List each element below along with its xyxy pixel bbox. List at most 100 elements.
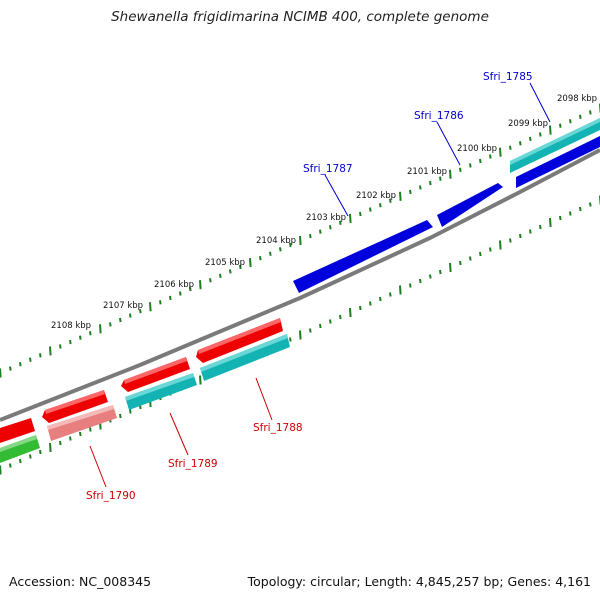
gene-arrow-sfri-1786[interactable] <box>437 183 503 227</box>
scale-label: 2107 kbp <box>103 301 143 311</box>
gene-arrow-sfri-1789[interactable] <box>125 373 197 410</box>
minor-tick <box>519 141 522 146</box>
minor-tick <box>559 215 562 221</box>
minor-tick <box>109 322 112 327</box>
gene-arrow-sfri-1788[interactable] <box>200 334 290 381</box>
minor-tick <box>539 132 542 137</box>
gene-arrow-sfri-1786a[interactable] <box>516 136 600 188</box>
minor-tick <box>19 362 22 367</box>
minor-tick <box>319 323 322 329</box>
genome-backbone <box>0 148 600 422</box>
minor-tick <box>369 301 372 306</box>
minor-tick <box>479 251 482 257</box>
map-title: Shewanella frigidimarina NCIMB 400, comp… <box>111 9 489 25</box>
major-tick <box>499 147 502 157</box>
major-tick <box>199 375 202 385</box>
scale-label: 2104 kbp <box>256 236 296 246</box>
gene-label-sfri-1785[interactable]: Sfri_1785 <box>483 71 533 83</box>
minor-tick <box>389 198 392 203</box>
major-tick <box>549 125 552 135</box>
gene-label-sfri-1790[interactable]: Sfri_1790 <box>86 490 136 502</box>
minor-tick <box>529 136 532 142</box>
gene-arrow-sfri-1785[interactable] <box>510 118 600 173</box>
minor-tick <box>339 220 342 225</box>
minor-tick <box>229 269 232 274</box>
scale-label: 2098 kbp <box>557 94 597 104</box>
minor-tick <box>459 167 462 172</box>
minor-tick <box>89 427 92 432</box>
minor-tick <box>589 202 592 207</box>
accession-text: Accession: NC_008345 <box>9 574 152 589</box>
minor-tick <box>339 314 342 320</box>
gene-label-sfri-1787[interactable]: Sfri_1787 <box>303 163 353 175</box>
gene-label-sfri-1789[interactable]: Sfri_1789 <box>168 458 218 470</box>
gene-arrow-sfri-1790-red[interactable] <box>42 390 108 423</box>
minor-tick <box>119 413 122 419</box>
minor-tick <box>39 449 42 455</box>
gene-arrow-left-red[interactable] <box>0 418 35 443</box>
minor-tick <box>129 409 132 414</box>
minor-tick <box>279 247 282 252</box>
major-tick <box>349 307 352 318</box>
major-tick <box>0 368 2 378</box>
minor-tick <box>69 339 72 345</box>
major-tick <box>449 169 452 179</box>
gene-label-sfri-1786[interactable]: Sfri_1786 <box>414 110 464 122</box>
minor-tick <box>539 224 542 230</box>
minor-tick <box>329 319 332 324</box>
minor-tick <box>9 463 12 468</box>
minor-tick <box>79 431 82 437</box>
major-tick <box>49 346 52 356</box>
minor-tick <box>479 158 482 164</box>
minor-tick <box>179 291 182 296</box>
minor-tick <box>409 283 412 288</box>
minor-tick <box>579 206 582 212</box>
minor-tick <box>29 357 32 362</box>
gene-arrow-sfri-1788-red[interactable] <box>196 318 283 363</box>
minor-tick <box>59 344 62 349</box>
minor-tick <box>359 305 362 311</box>
minor-tick <box>59 440 62 446</box>
minor-tick <box>89 331 92 336</box>
gene-arrow-left-green[interactable] <box>0 435 40 463</box>
minor-tick <box>409 189 412 195</box>
scale-label: 2108 kbp <box>51 321 91 331</box>
major-tick <box>49 442 52 453</box>
scale-label: 2100 kbp <box>457 144 497 154</box>
minor-tick <box>489 247 492 252</box>
minor-tick <box>79 335 82 340</box>
major-tick <box>99 324 102 334</box>
scale-label: 2103 kbp <box>306 213 346 223</box>
major-tick <box>249 258 252 268</box>
minor-tick <box>419 185 422 190</box>
minor-tick <box>29 454 32 459</box>
gene-arrow-sfri-1787[interactable] <box>293 220 433 293</box>
minor-tick <box>429 274 432 279</box>
minor-tick <box>509 238 512 243</box>
major-tick <box>449 262 452 273</box>
minor-tick <box>239 264 242 270</box>
gene-arrow-sfri-1790[interactable] <box>47 405 117 441</box>
minor-tick <box>309 233 312 239</box>
minor-tick <box>469 256 472 261</box>
minor-tick <box>489 154 492 159</box>
minor-tick <box>289 337 292 342</box>
scale-label: 2106 kbp <box>154 280 194 290</box>
major-tick <box>0 465 2 475</box>
minor-tick <box>189 286 192 292</box>
minor-tick <box>369 207 372 212</box>
minor-tick <box>589 110 592 115</box>
minor-tick <box>509 145 512 150</box>
gene-label-sfri-1788[interactable]: Sfri_1788 <box>253 422 303 434</box>
scale-label: 2105 kbp <box>205 258 245 268</box>
minor-tick <box>379 203 382 208</box>
scale-label: 2102 kbp <box>356 191 396 201</box>
gene-arrow-sfri-1789-red[interactable] <box>121 357 190 392</box>
minor-tick <box>469 163 472 168</box>
major-tick <box>349 213 352 223</box>
major-tick <box>499 240 502 250</box>
minor-tick <box>129 313 132 318</box>
scale-label: 2101 kbp <box>407 167 447 177</box>
outer-tick-track <box>0 103 600 378</box>
